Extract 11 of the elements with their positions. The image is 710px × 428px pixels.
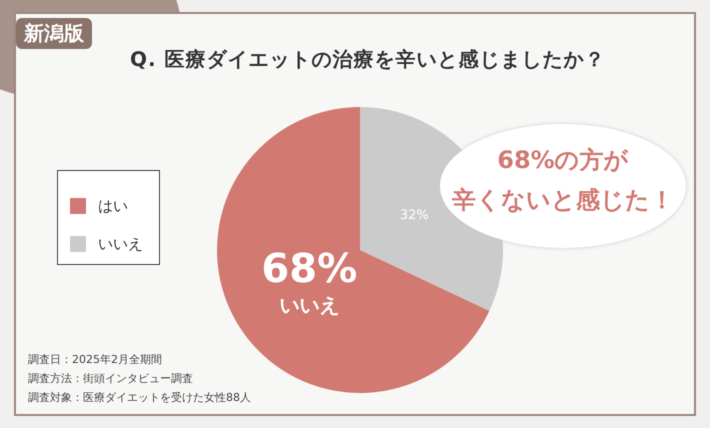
text: 68%の方が: [496, 145, 630, 176]
text: 調査対象：医療ダイエットを受けた女性88人: [28, 390, 251, 406]
legend-label: いいえ: [97, 234, 144, 254]
chart-title: Q. 医療ダイエットの治療を辛いと感じましたか？: [130, 46, 606, 73]
text: 調査日：2025年2月全期間: [28, 352, 163, 368]
text: 新潟版: [16, 18, 92, 49]
text: いいえ: [279, 293, 340, 318]
text: 辛くないと感じた！: [451, 185, 675, 216]
legend-label: はい: [97, 196, 129, 216]
text: 調査方法：街頭インタビュー調査: [28, 371, 194, 387]
data-label: 68%: [261, 246, 358, 292]
